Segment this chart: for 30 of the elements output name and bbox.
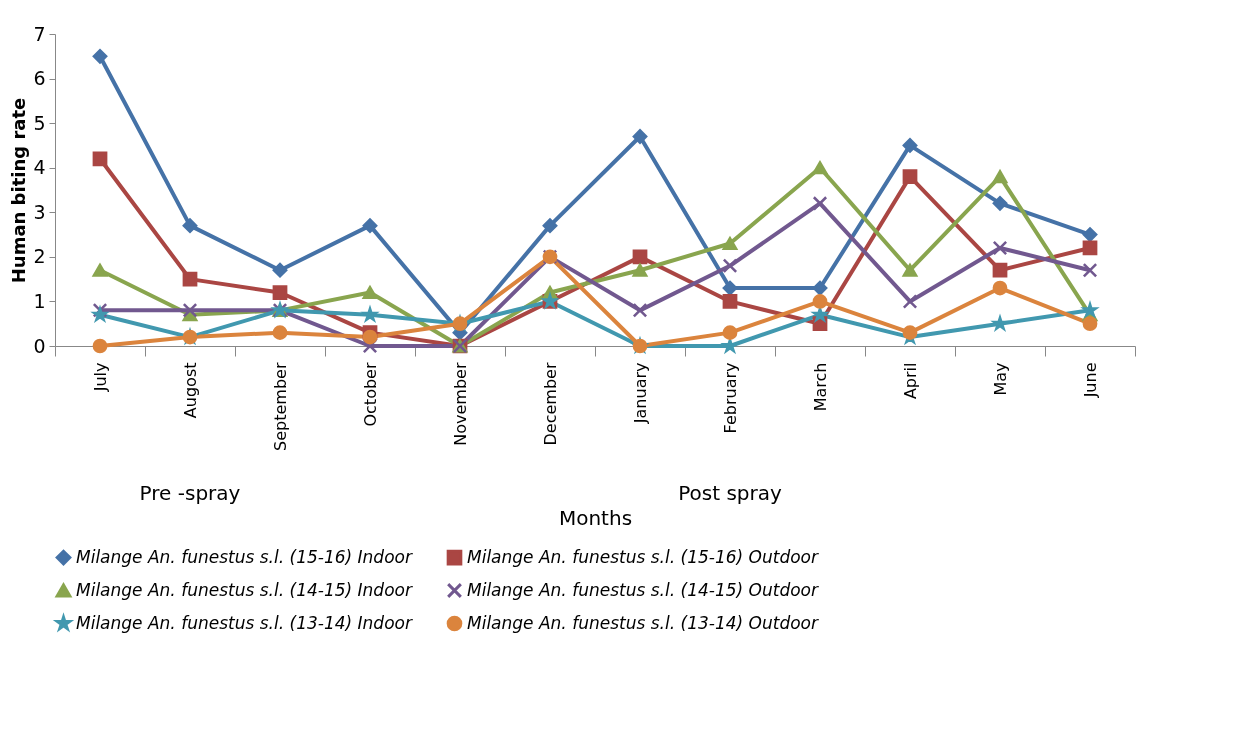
- y-tick-label: 5: [33, 111, 46, 134]
- x-tick-label: June: [1080, 362, 1100, 399]
- legend-label: Milange An. funestus s.l. (14-15) Outdoor: [467, 579, 819, 600]
- y-tick-label: 7: [33, 22, 46, 45]
- x-tick-label: January: [630, 362, 650, 425]
- legend-label: Milange An. funestus s.l. (13-14) Indoor: [76, 612, 413, 633]
- x-tick-label: October: [360, 362, 380, 427]
- text: Pre -spray: [139, 481, 241, 505]
- y-tick-label: 3: [33, 200, 46, 223]
- text: Post spray: [678, 481, 782, 505]
- x-tick-label: December: [540, 362, 560, 446]
- x-tick-label: September: [270, 362, 290, 451]
- y-tick-label: 2: [33, 245, 46, 268]
- legend-label: Milange An. funestus s.l. (15-16) Indoor: [76, 546, 413, 567]
- y-axis-title: Human biting rate: [8, 97, 30, 284]
- x-axis-title: Months: [558, 505, 633, 530]
- y-tick-label: 4: [33, 156, 46, 179]
- legend-label: Milange An. funestus s.l. (14-15) Indoor: [76, 579, 413, 600]
- x-tick-label: July: [90, 362, 110, 393]
- x-tick-label: February: [720, 362, 740, 434]
- y-tick-label: 6: [33, 67, 46, 90]
- legend-label: Milange An. funestus s.l. (13-14) Outdoor: [467, 612, 819, 633]
- x-tick-label: March: [810, 362, 830, 412]
- x-tick-label: May: [990, 362, 1010, 396]
- x-tick-label: November: [450, 362, 470, 446]
- legend-label: Milange An. funestus s.l. (15-16) Outdoor: [467, 546, 819, 567]
- y-tick-label: 0: [33, 334, 46, 357]
- x-tick-label: April: [900, 362, 920, 400]
- x-tick-label: Augost: [180, 362, 200, 419]
- y-tick-label: 1: [33, 289, 46, 312]
